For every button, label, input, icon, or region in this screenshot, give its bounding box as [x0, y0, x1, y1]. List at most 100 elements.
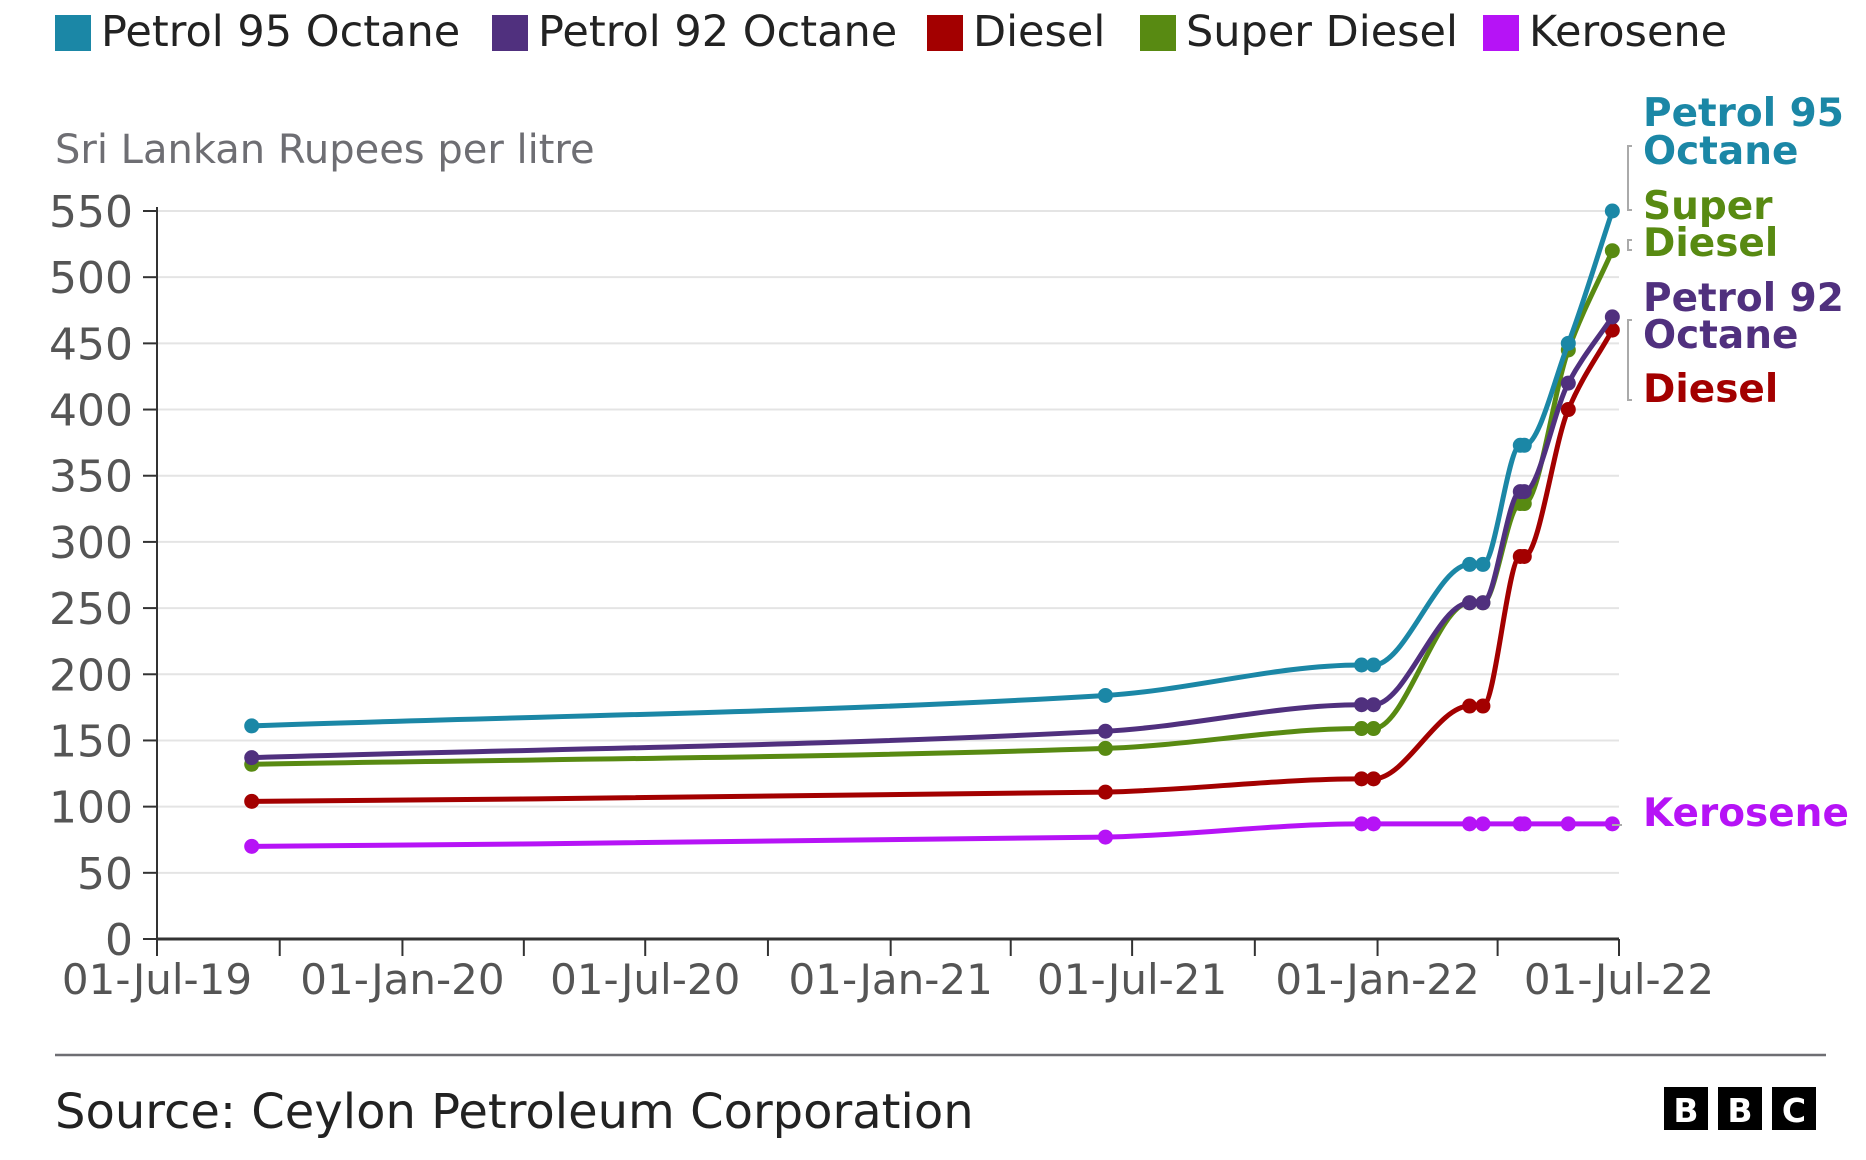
x-tick-label: 01-Jul-19 [62, 955, 252, 1004]
data-point [1366, 771, 1382, 787]
end-label-line: Super [1643, 184, 1773, 229]
series-line [251, 210, 1615, 729]
y-tick-label: 0 [105, 915, 133, 966]
data-point [1097, 829, 1113, 845]
y-tick-label: 450 [49, 319, 133, 370]
x-tick-label: 01-Jul-22 [1524, 955, 1714, 1004]
y-tick-label: 500 [49, 253, 133, 304]
legend-swatch [1140, 15, 1176, 51]
label-connector [1627, 319, 1632, 401]
end-label-line: Diesel [1643, 367, 1778, 412]
legend-label: Petrol 95 Octane [101, 7, 460, 57]
data-point [1354, 697, 1370, 713]
legend-item: Petrol 95 Octane [55, 7, 460, 57]
data-point [1475, 556, 1491, 572]
legend-label: Kerosene [1529, 7, 1727, 57]
data-point [244, 838, 260, 854]
data-point [1604, 309, 1620, 325]
label-connector [1627, 145, 1632, 211]
source-text: Source: Ceylon Petroleum Corporation [55, 1084, 974, 1140]
logo-letter: B [1727, 1091, 1752, 1130]
series-diesel [244, 322, 1620, 809]
end-label: Kerosene [1643, 791, 1849, 836]
y-tick-label: 300 [49, 518, 133, 569]
series-line [251, 821, 1613, 849]
label-connector [1627, 239, 1632, 251]
data-point [1475, 698, 1491, 714]
logo-block [1664, 1087, 1708, 1130]
data-point [1366, 657, 1382, 673]
legend-item: Super Diesel [1140, 7, 1458, 57]
data-point [1462, 698, 1478, 714]
y-tick-label: 550 [49, 187, 133, 238]
data-point [1354, 721, 1370, 737]
data-point [1516, 548, 1532, 564]
x-tick-label: 01-Jul-21 [1037, 955, 1227, 1004]
y-tick-label: 100 [49, 783, 133, 834]
data-point [1097, 784, 1113, 800]
data-point [1354, 771, 1370, 787]
y-axis-label: Sri Lankan Rupees per litre [55, 127, 595, 173]
data-point [1516, 816, 1532, 832]
data-point [1516, 496, 1532, 512]
series-lines [244, 203, 1620, 854]
y-tick-label: 50 [77, 849, 133, 900]
legend-label: Diesel [973, 7, 1105, 57]
y-tick-label: 400 [49, 386, 133, 437]
data-point [1560, 375, 1576, 391]
data-point [1366, 697, 1382, 713]
legend-label: Petrol 92 Octane [538, 7, 897, 57]
legend-label: Super Diesel [1186, 7, 1458, 57]
x-tick-label: 01-Jan-20 [300, 955, 504, 1004]
data-point [1462, 595, 1478, 611]
end-label-line: Octane [1643, 313, 1798, 358]
data-point [1516, 437, 1532, 453]
data-point [1604, 243, 1620, 259]
data-point [1354, 657, 1370, 673]
end-label-line: Petrol 92 [1643, 276, 1844, 321]
series-petrol-92-octane [244, 309, 1620, 766]
end-label-line: Petrol 95 [1643, 91, 1844, 136]
series-super-diesel [244, 243, 1620, 772]
y-tick-label: 350 [49, 452, 133, 503]
data-point [1475, 816, 1491, 832]
y-tick-label: 150 [49, 716, 133, 767]
legend-swatch [1483, 15, 1519, 51]
end-label-line: Kerosene [1643, 791, 1849, 836]
data-point [1366, 721, 1382, 737]
y-axis-ticks: 0 50 100 150 200 250 300 350 400 450 500 550 [49, 187, 158, 966]
data-point [244, 793, 260, 809]
logo-letter: B [1673, 1091, 1698, 1130]
end-label: Diesel [1643, 367, 1778, 412]
data-point [1560, 335, 1576, 351]
data-point [1604, 816, 1620, 832]
data-point [1354, 816, 1370, 832]
data-point [244, 718, 260, 734]
series-kerosene [244, 816, 1620, 854]
data-point [1097, 740, 1113, 756]
y-tick-label: 200 [49, 650, 133, 701]
y-tick-label: 250 [49, 584, 133, 635]
x-tick-label: 01-Jul-20 [550, 955, 740, 1004]
data-point [1097, 687, 1113, 703]
legend-swatch [927, 15, 963, 51]
data-point [1560, 402, 1576, 418]
legend: Petrol 95 Octane Petrol 92 Octane Diesel Su… [55, 7, 1727, 57]
legend-item: Petrol 92 Octane [492, 7, 897, 57]
data-point [1097, 723, 1113, 739]
legend-item: Diesel [927, 7, 1105, 57]
x-tick-label: 01-Jan-21 [789, 955, 993, 1004]
x-tick-label: 01-Jan-22 [1275, 955, 1479, 1004]
logo-block [1718, 1087, 1762, 1130]
data-point [1462, 816, 1478, 832]
series-petrol-95-octane [244, 203, 1620, 734]
end-label-line: Diesel [1643, 221, 1778, 266]
data-point [1604, 203, 1620, 219]
series-line [251, 249, 1615, 767]
